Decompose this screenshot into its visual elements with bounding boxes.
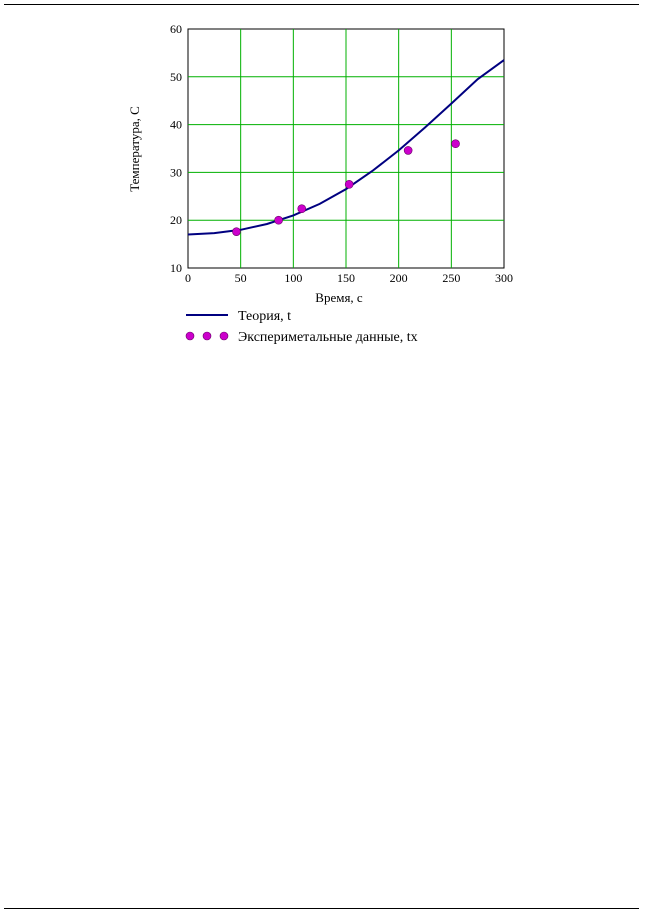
x-tick-label: 100	[284, 271, 302, 285]
x-tick-labels: 0 50 100 150 200 250 300	[185, 271, 513, 285]
legend-marker-2	[202, 331, 212, 341]
series-line-theory	[187, 59, 505, 236]
y-tick-label: 40	[170, 118, 182, 132]
data-point-experimental	[274, 215, 283, 225]
legend-marker-3	[219, 331, 229, 341]
legend: Теория, t Экспериметальные данные, tx	[185, 309, 418, 345]
page-top-rule	[4, 4, 639, 5]
data-point-experimental	[232, 227, 241, 236]
x-tick-label: 150	[337, 271, 355, 285]
y-tick-labels: 10 20 30 40 50 60	[170, 22, 182, 275]
y-tick-label: 50	[170, 70, 182, 84]
x-tick-label: 0	[185, 271, 191, 285]
data-point-experimental	[403, 146, 413, 155]
page-bottom-rule	[4, 908, 639, 909]
y-tick-label: 20	[170, 213, 182, 227]
data-point-experimental	[344, 180, 354, 189]
grid	[188, 29, 504, 268]
data-point-experimental	[451, 139, 460, 149]
data-point-experimental	[297, 204, 307, 214]
x-tick-label: 200	[390, 271, 408, 285]
x-axis-title: Время, с	[315, 290, 363, 305]
legend-label-theory: Теория, t	[238, 309, 291, 324]
y-tick-label: 60	[170, 22, 182, 36]
legend-marker-1	[185, 331, 195, 341]
x-tick-label: 300	[495, 271, 513, 285]
x-tick-label: 250	[442, 271, 460, 285]
y-tick-label: 10	[170, 261, 182, 275]
series-layer	[187, 59, 505, 236]
legend-label-experimental: Экспериметальные данные, tx	[238, 330, 418, 345]
y-axis-title: Температура, С	[127, 106, 142, 192]
y-tick-label: 30	[170, 165, 182, 179]
x-tick-label: 50	[235, 271, 247, 285]
